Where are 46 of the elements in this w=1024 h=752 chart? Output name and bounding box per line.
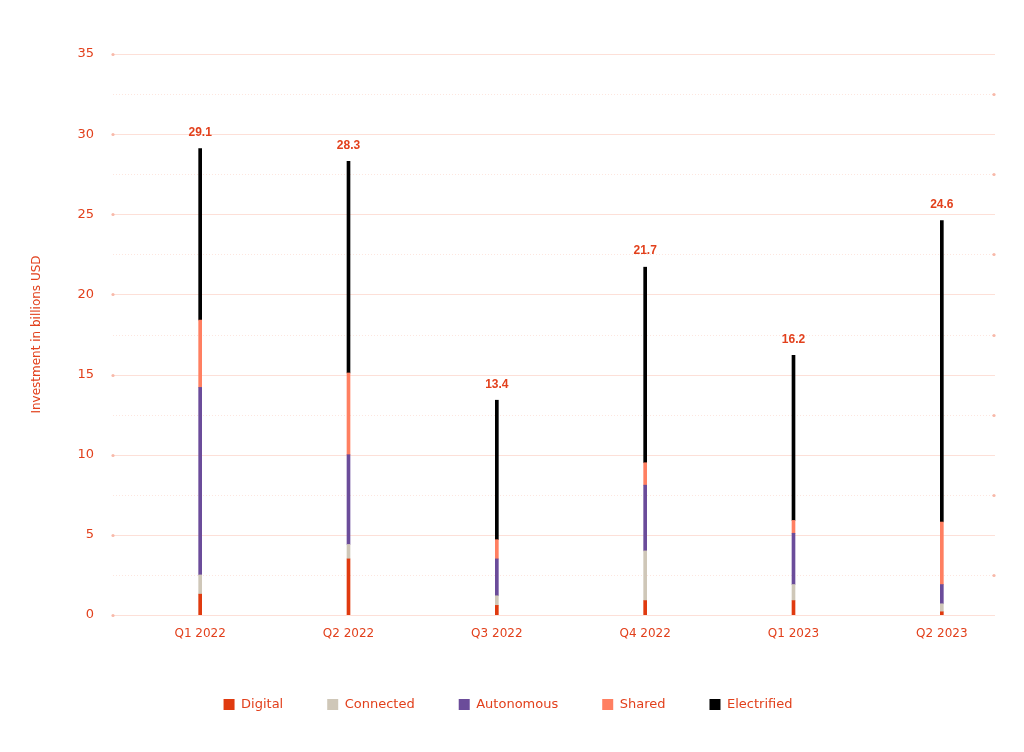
bar [495,399,499,540]
legend-label: Shared [619,695,666,711]
total-label: 13.4 [485,376,509,391]
bar [940,220,944,523]
y-tick-label: 35 [77,45,94,61]
y-tick-label: 20 [77,285,94,301]
x-tick-label: Q4 2022 [619,626,671,641]
bar [940,521,944,585]
legend-label: Electrified [726,695,793,711]
bar [940,584,944,605]
bar [198,148,202,321]
x-tick-label: Q3 2022 [471,626,523,641]
legend-label: Digital [241,695,284,711]
x-tick-label: Q2 2022 [322,626,375,641]
bar [940,603,944,613]
bar [495,558,499,597]
total-label: 21.7 [633,243,658,258]
bar [495,605,499,615]
bar [495,539,499,560]
total-label: 28.3 [336,137,361,152]
x-tick-label: Q2 2023 [916,626,968,641]
bar [643,550,647,601]
total-label: 29.1 [188,124,213,139]
x-tick-label: Q1 2022 [174,626,226,641]
y-axis-title: Investment in billions USD [29,255,44,414]
bar [198,593,202,615]
bar [198,387,202,576]
bar [643,462,647,486]
legend-label: Connected [344,695,415,711]
y-tick-label: 5 [85,526,94,542]
y-tick-label: 10 [77,446,94,462]
total-label: 16.2 [781,331,806,346]
y-tick-label: 25 [77,205,94,221]
y-tick-label: 15 [77,365,94,381]
y-tick-label: 30 [77,125,94,141]
bar [643,484,647,552]
total-label: 24.6 [930,197,954,212]
y-tick-label: 0 [85,606,94,622]
x-tick-label: Q1 2023 [767,626,820,641]
bar [940,611,944,615]
bar [643,266,647,464]
bar [198,319,202,388]
bar [495,595,499,606]
legend-label: Autonomous [476,695,559,711]
bar [198,574,202,595]
bar [643,600,647,615]
